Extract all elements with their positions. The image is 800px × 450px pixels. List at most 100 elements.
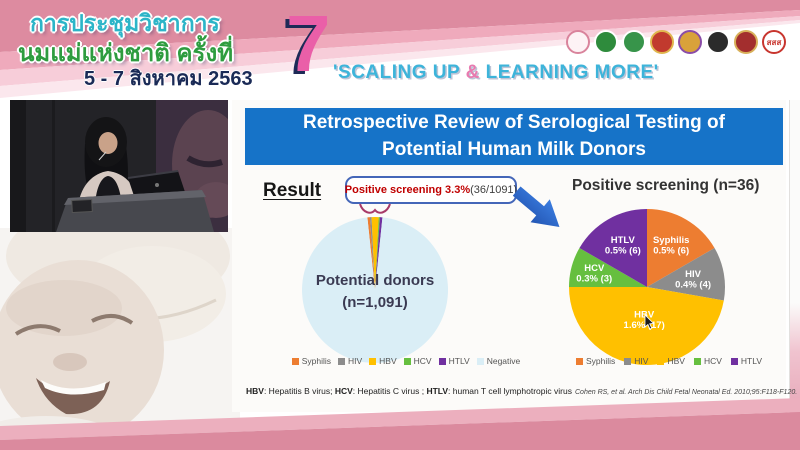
- legend-label: Syphilis: [301, 356, 331, 366]
- mother-child-foundation-logo: [566, 30, 590, 54]
- slide-title: Retrospective Review of Serological Test…: [245, 108, 783, 165]
- right-pie-title: Positive screening (n=36): [572, 177, 760, 194]
- legend-swatch: [338, 357, 345, 365]
- legend-label: HTLV: [740, 356, 762, 366]
- footnote-abbreviation: HTLV: [426, 386, 449, 396]
- baby-eye-left: [14, 324, 61, 336]
- pie-slice-htlv: [375, 217, 383, 290]
- citation: Cohen RS, et al. Arch Dis Child Fetal Ne…: [575, 389, 798, 396]
- legend-swatch: [575, 357, 583, 365]
- presenter-webcam: [10, 100, 244, 232]
- legend-swatch: [730, 357, 738, 365]
- edition-number: 7: [286, 0, 331, 88]
- legend-label: Negative: [486, 356, 521, 366]
- legend-item-hcv: HCV: [693, 356, 722, 366]
- legend-item-syphilis: Syphilis: [575, 356, 616, 366]
- right-pie-legend: Syphilis HIV HBV HCV HTLV: [558, 356, 780, 366]
- slogan-ampersand: &: [465, 62, 480, 83]
- presenter-scene: [10, 100, 244, 232]
- pie-slice-label-hcv: HCV 0.3% (3): [576, 263, 612, 285]
- background-strip: [789, 100, 800, 450]
- footnote-abbreviation: HBV: [246, 386, 264, 396]
- organization-logos: สสส: [566, 30, 786, 54]
- callout-highlight: Positive screening 3.3%: [344, 184, 471, 196]
- legend-swatch: [291, 357, 299, 365]
- arrow-icon: [510, 180, 570, 240]
- pie-slice-label-hiv: HIV 0.4% (4): [675, 269, 711, 291]
- legend-item-hiv: HIV: [624, 356, 648, 366]
- footnote-definition: : Hepatitis B virus;: [263, 386, 335, 396]
- legend-label: HCV: [703, 356, 722, 366]
- royal-college-obgyn-logo: [678, 30, 702, 54]
- medical-council-logo: [706, 30, 730, 54]
- thai-health-promotion-logo: สสส: [762, 30, 786, 54]
- baby-eye-right: [91, 314, 134, 325]
- legend-item-negative: Negative: [476, 356, 521, 366]
- background-baby-photo: [0, 202, 240, 450]
- positive-screening-callout: Positive screening 3.3% (36/1091): [345, 176, 517, 204]
- legend-item-hbv: HBV: [657, 356, 685, 366]
- conference-title-line1: การประชุมวิชาการ: [30, 10, 220, 36]
- arrow-shape: [507, 180, 569, 239]
- legend-swatch: [403, 357, 411, 365]
- pie-slice-hcv: [569, 248, 647, 287]
- conference-header: การประชุมวิชาการ นมแม่แห่งชาติ ครั้งที่ …: [0, 0, 800, 100]
- legend-item-hcv: HCV: [403, 356, 432, 366]
- pie-slice-label-htlv: HTLV 0.5% (6): [605, 235, 641, 257]
- footnote-abbreviation: HCV: [334, 386, 353, 396]
- legend-item-syphilis: Syphilis: [291, 356, 331, 366]
- abbreviation-footnote: HBV: Hepatitis B virus; HCV: Hepatitis C…: [246, 386, 572, 396]
- conference-title-line2: นมแม่แห่งชาติ ครั้งที่: [18, 40, 234, 67]
- presentation-slide: Retrospective Review of Serological Test…: [232, 100, 798, 412]
- legend-swatch: [476, 357, 484, 365]
- legend-swatch: [693, 357, 701, 365]
- pie-slice-hcv: [375, 217, 380, 290]
- breastfeeding-center-logo: [594, 30, 618, 54]
- legend-label: HIV: [348, 356, 363, 366]
- slogan-text-left: 'SCALING UP: [333, 62, 466, 83]
- callout-brace: [359, 203, 391, 214]
- pie-slice-htlv: [579, 209, 647, 287]
- legend-item-hbv: HBV: [369, 356, 397, 366]
- pie-slice-label-syphilis: Syphilis 0.5% (6): [653, 235, 689, 257]
- result-label: Result: [263, 180, 322, 201]
- left-pie-chart: [302, 216, 449, 363]
- callout-detail: (36/1091): [470, 184, 518, 196]
- left-pie-legend: Syphilis HIV HBV HCV HTLV Negative: [266, 356, 546, 366]
- baby-illustration: [0, 202, 240, 450]
- legend-swatch: [369, 357, 377, 365]
- left-pie-label-line2: (n=1,091): [342, 293, 408, 311]
- conference-slogan: 'SCALING UP & LEARNING MORE': [333, 62, 659, 84]
- royal-college-pediatricians-logo: [650, 30, 674, 54]
- legend-label: HCV: [413, 356, 432, 366]
- nursing-council-logo: [734, 30, 758, 54]
- pie-slice-hiv: [369, 217, 375, 290]
- pie-slice-negative: [302, 217, 449, 363]
- legend-label: HIV: [634, 356, 649, 366]
- legend-label: HBV: [379, 356, 397, 366]
- pie-slice-syphilis: [647, 209, 715, 287]
- pie-slice-syphilis: [367, 217, 375, 290]
- legend-label: HTLV: [448, 356, 470, 366]
- pie-slice-hiv: [647, 248, 726, 301]
- legend-swatch: [657, 357, 665, 365]
- footnote-definition: : Hepatitis C virus ;: [352, 386, 427, 396]
- legend-item-htlv: HTLV: [438, 356, 470, 366]
- legend-label: Syphilis: [585, 356, 616, 366]
- mouse-cursor-icon: [644, 314, 655, 330]
- left-pie-label-line1: Potential donors: [315, 272, 435, 289]
- pie-slice-hbv: [371, 216, 379, 290]
- footnote-definition: : human T cell lymphotropic virus: [448, 386, 572, 396]
- legend-swatch: [438, 357, 446, 365]
- legend-item-htlv: HTLV: [730, 356, 762, 366]
- presenter-face: [98, 132, 118, 154]
- slogan-text-right: LEARNING MORE': [479, 62, 659, 83]
- right-pie-chart: Syphilis 0.5% (6) HIV 0.4% (4) HBV 1.6% (17) H…: [569, 209, 726, 366]
- legend-swatch: [624, 357, 632, 365]
- legend-label: HBV: [667, 356, 685, 366]
- microphone-icon: [98, 151, 107, 161]
- left-pie-center-label: Potential donors (n=1,091): [295, 270, 455, 314]
- health-department-logo: [622, 30, 646, 54]
- pie-slice-label-hbv: HBV 1.6% (17): [624, 310, 665, 332]
